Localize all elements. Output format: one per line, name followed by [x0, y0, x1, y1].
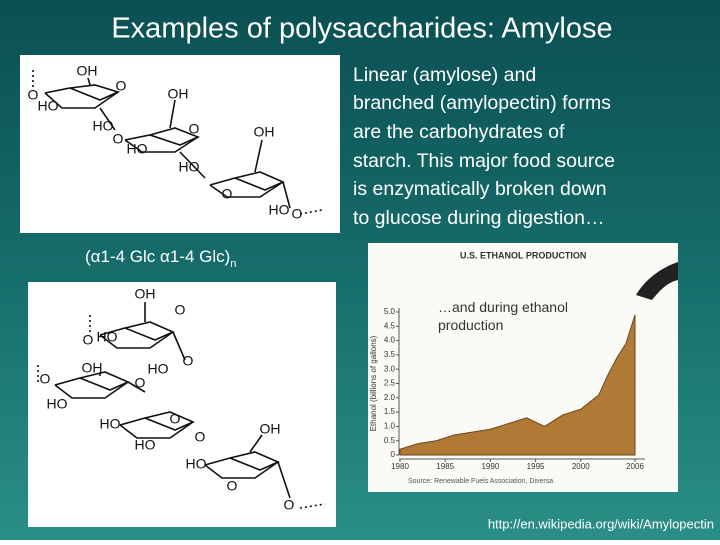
ethanol-note-text: …and during ethanol	[438, 299, 568, 315]
y-tick-label: 3.5	[384, 350, 396, 359]
caption: (α1-4 Glc α1-4 Glc)n	[85, 247, 236, 269]
x-tick-label: 1990	[481, 462, 499, 471]
atom-label: O	[284, 497, 295, 513]
atom-label: O	[222, 186, 233, 202]
y-tick-label: 4.0	[384, 336, 396, 345]
ethanol-chart: U.S. ETHANOL PRODUCTION Ethanol (billions…	[369, 250, 645, 485]
atom-label: HO	[127, 141, 148, 157]
atom-label: O	[195, 429, 206, 445]
y-axis-label: Ethanol (billions of gallons)	[369, 335, 378, 431]
y-tick-label: 0	[391, 450, 396, 459]
slide-title: Examples of polysaccharides: Amylose	[111, 13, 612, 45]
atom-label: OH	[135, 286, 156, 302]
area	[399, 314, 636, 456]
fuel-nozzle	[636, 262, 678, 300]
structure-panel	[28, 282, 336, 527]
atom-label: O	[292, 206, 303, 222]
description-line: branched (amylopectin) forms	[353, 92, 611, 114]
y-tick-label: 2.0	[384, 393, 396, 402]
y-tick-label: 5.0	[384, 307, 396, 316]
atom-label: HO	[38, 98, 59, 114]
source-url: http://en.wikipedia.org/wiki/Amylopectin	[488, 516, 714, 531]
x-tick-label: 1985	[436, 462, 454, 471]
atom-label: HO	[179, 159, 200, 175]
atom-label: HO	[93, 118, 114, 134]
atom-label: HO	[269, 202, 290, 218]
ethanol-note: …and during ethanol production	[438, 299, 572, 333]
caption-subscript: n	[230, 258, 236, 270]
branch-label: α1-6 Glc branches	[198, 369, 305, 384]
atom-label: O	[40, 371, 51, 387]
atom-label: OH	[254, 124, 275, 140]
atom-label: O	[135, 375, 146, 391]
y-tick-label: 0.5	[384, 436, 396, 445]
atom-label: HO	[100, 416, 121, 432]
atom-label: O	[170, 411, 181, 427]
atom-label: O	[227, 478, 238, 494]
atom-label: OH	[260, 421, 281, 437]
chart-title: U.S. ETHANOL PRODUCTION	[460, 250, 586, 260]
atom-label: O	[189, 121, 200, 137]
structure-panel	[20, 55, 340, 233]
atom-label: HO	[186, 456, 207, 472]
chart-source: Source: Renewable Fuels Association, Div…	[408, 478, 553, 485]
caption-text: (α1-4 Glc α1-4 Glc)	[85, 247, 230, 266]
x-tick-label: 1995	[527, 462, 545, 471]
x-tick-label: 2000	[572, 462, 590, 471]
y-tick-label: 4.5	[384, 321, 396, 330]
atom-label: O	[183, 353, 194, 369]
y-tick-label: 3.0	[384, 364, 396, 373]
description-line: starch. This major food source	[353, 150, 615, 172]
atom-label: O	[113, 131, 124, 147]
atom-label: HO	[97, 329, 118, 345]
atom-label: O	[28, 87, 39, 103]
atom-label: O	[175, 302, 186, 318]
description-line: Linear (amylose) and	[353, 64, 536, 86]
atom-label: OH	[168, 86, 189, 102]
y-tick-label: 1.5	[384, 407, 396, 416]
y-tick-label: 1.0	[384, 422, 396, 431]
atom-label: HO	[47, 396, 68, 412]
atom-label: HO	[135, 437, 156, 453]
y-tick-label: 2.5	[384, 379, 396, 388]
atom-label: O	[83, 332, 94, 348]
description-line: to glucose during digestion…	[353, 207, 605, 229]
x-tick-label: 1980	[391, 462, 409, 471]
description-line: is enzymatically broken down	[353, 178, 607, 200]
atom-label: O	[116, 78, 127, 94]
atom-label: HO	[148, 361, 169, 377]
atom-label: OH	[77, 63, 98, 79]
description-line: are the carbohydrates of	[353, 121, 565, 143]
atom-label: OH	[82, 360, 103, 376]
x-tick-label: 2006	[626, 462, 644, 471]
ethanol-note-text: production	[438, 317, 503, 333]
